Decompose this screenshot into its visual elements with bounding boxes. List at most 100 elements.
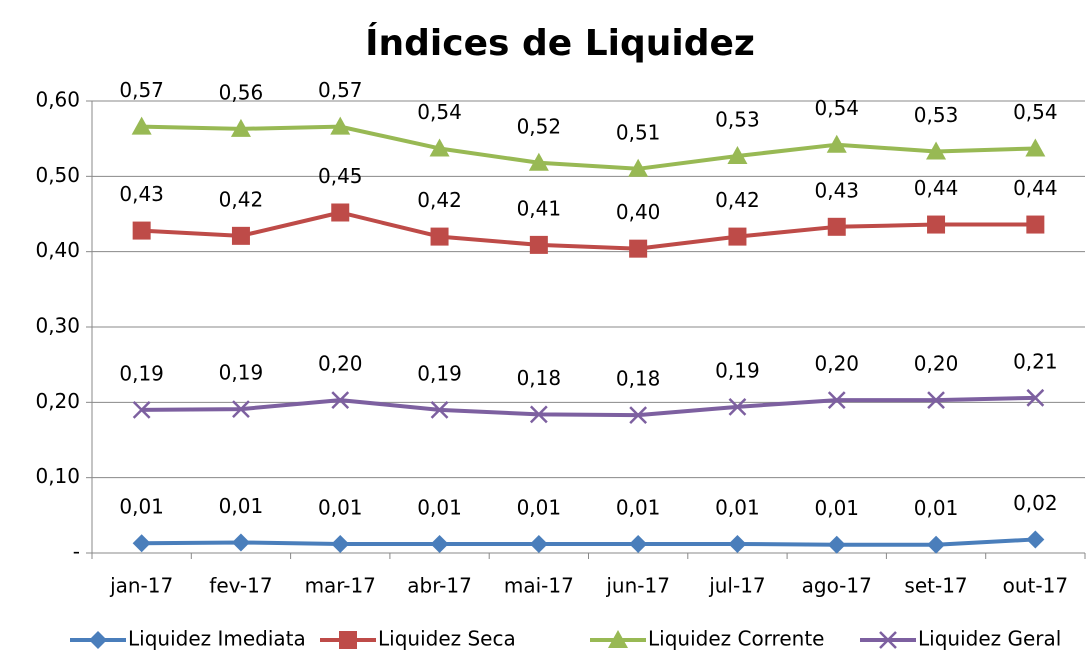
value-label: 0,54 [1013,100,1058,124]
marker [132,534,151,553]
legend-label: Liquidez Imediata [128,627,306,651]
value-label: 0,43 [119,182,164,206]
value-label: 0,20 [318,352,363,376]
marker [330,116,351,135]
marker [728,227,747,246]
marker [1026,215,1045,234]
value-label: 0,01 [417,495,462,519]
value-label: 0,42 [417,188,462,212]
series-line [141,210,1036,251]
marker [331,534,350,553]
marker [529,534,548,553]
y-tick-label: 0,10 [35,464,80,488]
marker [927,535,946,554]
marker [629,239,648,258]
marker [728,397,747,416]
marker [628,158,649,177]
value-label: 0,01 [219,494,264,518]
x-tick-label: out-17 [1003,574,1068,598]
value-label: 0,01 [715,495,760,519]
legend-label: Liquidez Corrente [648,627,824,651]
value-label: 0,44 [1013,176,1058,200]
value-label: 0,44 [914,176,959,200]
value-label: 0,01 [318,495,363,519]
value-label: 0,01 [914,496,959,520]
value-label: 0,42 [219,187,264,211]
value-label: 0,21 [1013,349,1058,373]
value-label: 0,41 [517,196,562,220]
x-tick-label: jan-17 [109,574,173,598]
marker [1026,388,1045,407]
x-tick-label: mar-17 [305,574,376,598]
marker [1026,530,1045,549]
marker [231,226,250,245]
value-label: 0,19 [219,361,264,385]
marker [927,391,945,409]
marker [429,138,450,157]
value-label: 0,01 [517,495,562,519]
legend-label: Liquidez Geral [918,627,1061,651]
marker [529,405,548,424]
marker [827,535,846,554]
x-tick-label: jun-17 [605,574,670,598]
y-tick-label: 0,60 [35,88,80,112]
marker [231,533,250,552]
marker [430,227,449,246]
value-label: 0,56 [219,80,264,104]
value-label: 0,57 [119,78,164,102]
value-label: 0,42 [715,188,760,212]
y-tick-label: 0,40 [35,238,80,262]
marker [529,235,548,254]
value-label: 0,20 [814,352,859,376]
marker [879,631,897,649]
y-tick-label: - [73,540,80,564]
marker [430,534,449,553]
value-label: 0,01 [119,495,164,519]
value-label: 0,53 [914,103,959,127]
value-label: 0,19 [417,361,462,385]
marker [926,141,947,160]
x-tick-label: jul-17 [708,574,765,598]
marker [89,631,107,649]
value-label: 0,54 [417,100,462,124]
value-label: 0,52 [517,114,562,138]
x-tick-label: abr-17 [407,574,472,598]
x-tick-label: set-17 [904,574,967,598]
series-line [141,537,1036,547]
marker [132,221,151,240]
value-label: 0,43 [814,178,859,202]
marker [331,203,350,222]
y-tick-label: 0,50 [35,163,80,187]
value-label: 0,01 [814,496,859,520]
value-label: 0,53 [715,107,760,131]
marker [528,152,549,171]
value-label: 0,18 [616,367,661,391]
marker [728,534,747,553]
x-tick-label: fev-17 [209,574,272,598]
x-tick-label: ago-17 [802,574,872,598]
series-line [141,395,1036,418]
value-label: 0,19 [119,361,164,385]
marker [331,391,350,409]
marker [927,215,946,234]
marker [132,400,151,419]
marker [629,534,648,553]
series-line [141,124,1036,171]
value-label: 0,54 [814,96,859,120]
value-label: 0,18 [517,366,562,390]
value-label: 0,57 [318,78,363,102]
marker [727,145,748,164]
y-tick-label: 0,30 [35,314,80,338]
legend-label: Liquidez Seca [378,627,516,651]
value-label: 0,45 [318,164,363,188]
marker [131,116,152,135]
marker [608,630,628,648]
x-tick-label: mai-17 [504,574,574,598]
marker [1025,138,1046,157]
marker [827,391,846,409]
value-label: 0,20 [914,352,959,376]
marker [232,400,250,418]
marker [629,406,648,425]
marker [230,118,251,137]
